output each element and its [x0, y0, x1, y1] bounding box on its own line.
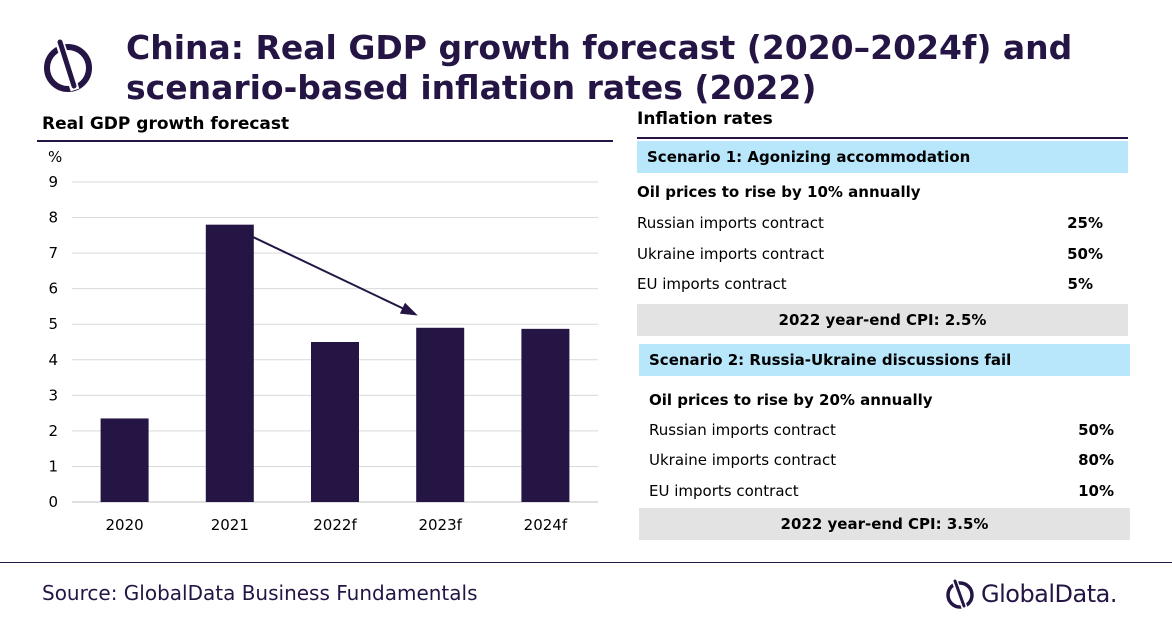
y-tick-label: 7: [48, 244, 58, 262]
source-note: Source: GlobalData Business Fundamentals: [42, 581, 478, 605]
y-tick-label: 6: [48, 280, 58, 298]
globaldata-brand-icon: [946, 577, 974, 611]
scenario-2-header: Scenario 2: Russia-Ukraine discussions f…: [639, 344, 1130, 376]
trend-arrow-head: [399, 302, 418, 316]
footer-rule: [0, 562, 1172, 563]
page-title: China: Real GDP growth forecast (2020–20…: [126, 28, 1073, 107]
scenario-2-row-value: 80%: [1078, 451, 1114, 469]
scenario-2-oil: Oil prices to rise by 20% annually: [649, 391, 933, 409]
bar-2020: [100, 418, 149, 502]
x-tick-label: 2021: [211, 516, 249, 534]
y-tick-label: 5: [48, 315, 58, 333]
y-tick-label: 8: [48, 209, 58, 227]
x-tick-label: 2020: [106, 516, 144, 534]
y-tick-label: 3: [48, 386, 58, 404]
bar-2021: [205, 224, 254, 502]
y-tick-label: 9: [48, 173, 58, 191]
x-tick-label: 2023f: [418, 516, 462, 534]
y-tick-label: 0: [48, 493, 58, 511]
chart-title: Real GDP growth forecast: [42, 114, 290, 134]
scenario-1-row-label: EU imports contract: [637, 275, 787, 293]
scenario-2-row-label: EU imports contract: [649, 482, 799, 500]
scenario-2-row-label: Ukraine imports contract: [649, 451, 837, 469]
inflation-panel-rule: [637, 137, 1128, 139]
scenario-1-cpi: 2022 year-end CPI: 2.5%: [637, 304, 1128, 336]
y-axis-unit-label: %: [48, 148, 62, 166]
globaldata-logo-icon: [44, 38, 92, 92]
scenario-1-oil: Oil prices to rise by 10% annually: [637, 183, 921, 201]
scenario-2-row-value: 50%: [1078, 421, 1114, 439]
scenario-1-row-value: 25%: [1067, 214, 1103, 232]
scenario-1-header: Scenario 1: Agonizing accommodation: [637, 141, 1128, 173]
trend-arrow-line: [241, 230, 415, 315]
scenario-1-row-label: Ukraine imports contract: [637, 245, 825, 263]
scenario-2-row-label: Russian imports contract: [649, 421, 836, 439]
y-tick-label: 1: [48, 457, 58, 475]
gdp-bar-chart: % 0 1 2 3 4 5 6 7 8 9 2020 2021 2022f 2023f 2024f: [48, 148, 598, 534]
x-tick-label: 2022f: [313, 516, 357, 534]
bar-2024f: [521, 328, 570, 502]
scenario-1-row-label: Russian imports contract: [637, 214, 824, 232]
scenario-1-row-value: 50%: [1067, 245, 1103, 263]
scenario-2-cpi: 2022 year-end CPI: 3.5%: [639, 508, 1130, 540]
chart-title-rule: [37, 140, 613, 142]
bar-2022f: [311, 342, 359, 502]
y-tick-label: 2: [48, 422, 58, 440]
scenario-2-row-value: 10%: [1078, 482, 1114, 500]
scenario-1-row-value: 5%: [1067, 275, 1093, 293]
bar-2023f: [416, 327, 465, 502]
x-tick-label: 2024f: [524, 516, 568, 534]
brand-wordmark: GlobalData.: [981, 580, 1118, 608]
y-tick-label: 4: [48, 351, 58, 369]
inflation-panel-title: Inflation rates: [637, 109, 773, 129]
